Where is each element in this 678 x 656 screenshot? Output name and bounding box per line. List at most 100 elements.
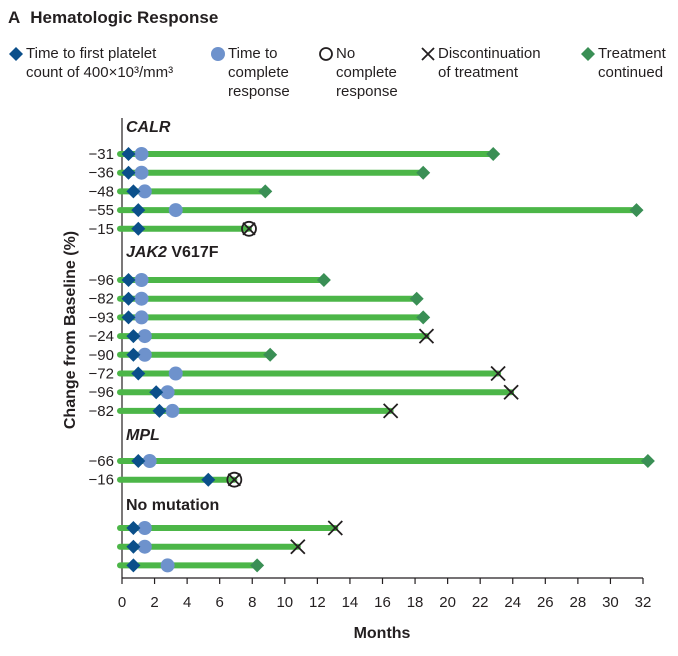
legend-label-line: Time to first platelet <box>26 45 157 62</box>
swimmer-row: −82 <box>89 403 399 420</box>
complete-response-marker <box>134 310 149 325</box>
treatment-continued-marker <box>316 273 331 287</box>
row-label: −31 <box>89 146 114 163</box>
x-tick-label: 20 <box>439 594 456 611</box>
row-label: −96 <box>89 384 114 401</box>
legend-label-line: Time to <box>228 45 278 62</box>
x-stroke <box>490 365 506 382</box>
x-tick-label: 4 <box>183 594 191 611</box>
x-tick-label: 22 <box>472 594 489 611</box>
swimmer-row: −15 <box>89 220 257 238</box>
complete-response-marker <box>168 366 183 381</box>
swimmer-row: −72 <box>89 366 506 383</box>
row-label: −93 <box>89 309 114 326</box>
platelet-count-marker <box>131 454 146 468</box>
x-tick-label: 12 <box>309 594 326 611</box>
legend-label-line: complete <box>336 64 397 81</box>
group-label: MPL <box>126 427 160 444</box>
group-label-italic: MPL <box>126 427 160 444</box>
complete-response-marker <box>137 184 152 199</box>
x-stroke <box>503 384 519 400</box>
diamond-icon <box>581 47 595 61</box>
legend-item-cont: Treatment continued <box>580 44 666 82</box>
row-label: −90 <box>89 347 114 364</box>
complete-response-marker <box>137 521 152 535</box>
legend-label-line: continued <box>598 64 664 81</box>
platelet-count-marker <box>121 273 136 287</box>
x-tick-label: 0 <box>118 594 126 611</box>
x-stroke <box>227 473 241 487</box>
y-axis-title: Change from Baseline (%) <box>62 231 79 429</box>
x-stroke <box>290 539 306 555</box>
complete-response-marker <box>160 385 175 400</box>
x-tick-label: 30 <box>602 594 619 611</box>
title-text: Hematologic Response <box>30 8 219 27</box>
platelet-count-marker <box>126 521 141 535</box>
platelet-count-marker <box>131 366 146 381</box>
x-icon <box>421 47 435 61</box>
no-complete-response-marker <box>226 471 243 488</box>
x-tick-label: 8 <box>248 594 256 611</box>
legend-item-platelet: Time to first platelet count of 400×10³/m… <box>8 44 173 82</box>
treatment-continued-marker <box>629 203 644 218</box>
x-stroke <box>242 222 256 236</box>
x-tick-label: 6 <box>216 594 224 611</box>
swimmer-row: −55 <box>89 202 644 219</box>
x-axis-title: Months <box>354 625 411 642</box>
x-tick-label: 18 <box>407 594 424 611</box>
complete-response-marker <box>142 454 157 468</box>
treatment-continued-marker <box>640 454 655 468</box>
legend-label-line: response <box>228 83 290 100</box>
platelet-count-marker <box>126 558 141 573</box>
x-tick-label: 24 <box>504 594 521 611</box>
legend-symbol <box>9 47 23 61</box>
complete-response-marker <box>134 147 149 161</box>
discontinuation-marker <box>242 222 256 236</box>
discontinuation-marker <box>227 473 241 487</box>
row-label: −48 <box>89 183 114 200</box>
group-label-italic: CALR <box>126 119 171 136</box>
x-stroke <box>327 520 343 536</box>
x-tick-label: 14 <box>342 594 359 611</box>
row-label: −82 <box>89 403 114 420</box>
swimmer-row: −24 <box>89 328 435 345</box>
discontinuation-marker <box>327 520 343 536</box>
swimmer-row: −66 <box>89 453 655 470</box>
group-label: No mutation <box>126 497 219 514</box>
legend-symbol <box>581 47 595 61</box>
treatment-continued-marker <box>486 147 501 161</box>
circle-icon <box>211 47 225 61</box>
legend-label-line: Treatment <box>598 45 666 62</box>
group-label: JAK2 V617F <box>126 244 219 261</box>
x-tick-label: 16 <box>374 594 391 611</box>
legend-item-cr: Time to complete response <box>210 44 290 101</box>
platelet-count-marker <box>131 203 146 218</box>
group-label-rest: No mutation <box>126 497 219 514</box>
legend-label-line: response <box>336 83 398 100</box>
treatment-continued-marker <box>250 558 265 573</box>
legend-label-line: complete <box>228 64 289 81</box>
row-label: −16 <box>89 472 114 489</box>
swimmer-row <box>117 520 343 536</box>
no-complete-response-marker <box>241 220 257 237</box>
swimmer-row <box>117 558 265 573</box>
swimmer-row: −93 <box>89 309 431 326</box>
platelet-count-marker <box>121 147 136 161</box>
discontinuation-marker <box>290 539 306 555</box>
row-label: −66 <box>89 453 114 470</box>
complete-response-marker <box>165 403 180 418</box>
swimmer-row <box>117 539 306 555</box>
legend-label-line: of treatment <box>438 64 519 81</box>
row-label: −36 <box>89 165 114 182</box>
complete-response-marker <box>137 329 152 344</box>
platelet-count-marker <box>121 165 136 180</box>
group-label-rest: V617F <box>167 244 219 261</box>
legend-symbol <box>319 47 333 61</box>
x-stroke <box>421 47 435 61</box>
figure-title: A Hematologic Response <box>8 8 218 28</box>
platelet-count-marker <box>121 310 136 325</box>
complete-response-marker <box>160 558 175 573</box>
platelet-count-marker <box>149 385 164 400</box>
